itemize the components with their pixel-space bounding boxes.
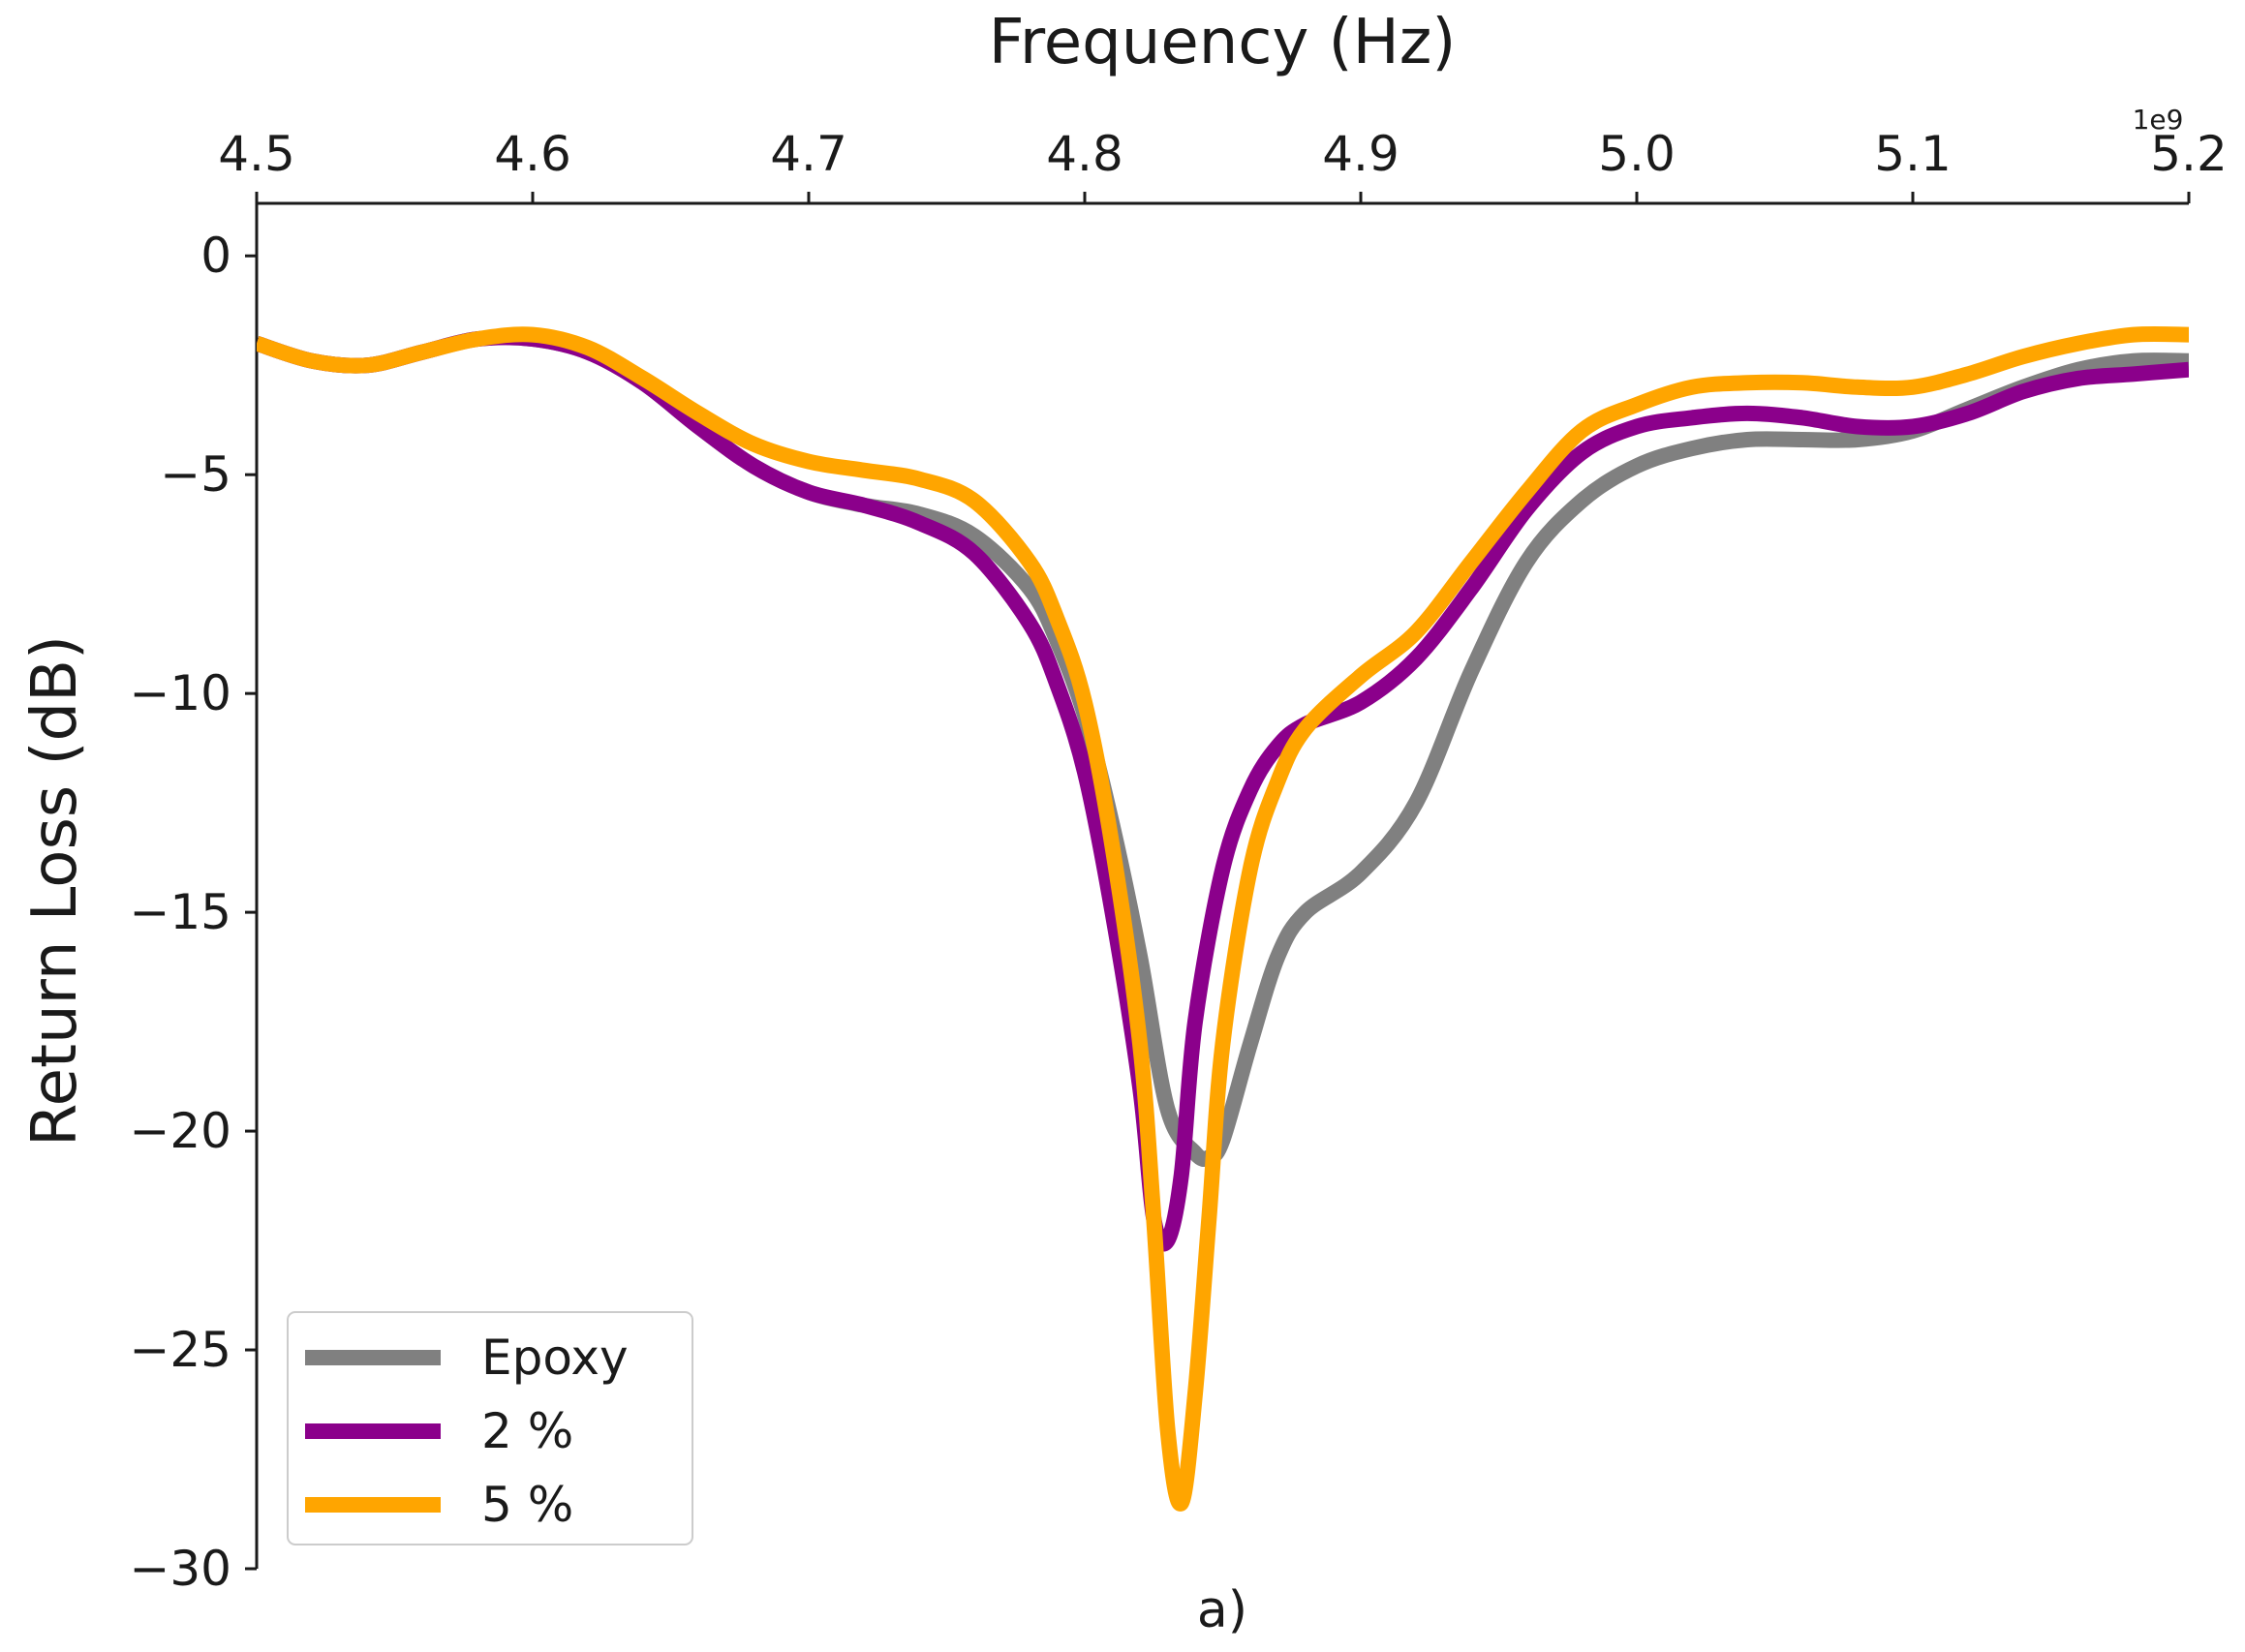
x-axis-title: Frequency (Hz) (989, 7, 1457, 78)
y-tick-label: −5 (160, 446, 231, 503)
y-tick-label: −15 (129, 884, 231, 940)
y-axis-title: Return Loss (dB) (19, 635, 91, 1147)
x-tick-label: 4.9 (1322, 126, 1399, 182)
legend-items: Epoxy 2 % 5 % (305, 1330, 629, 1533)
x-tick-label: 4.6 (494, 126, 571, 182)
y-tick-label: −10 (129, 665, 231, 721)
legend-label: 5 % (481, 1477, 573, 1533)
legend-label: Epoxy (481, 1330, 629, 1386)
x-tick-label: 4.5 (218, 126, 295, 182)
y-tick-label: 0 (200, 228, 231, 284)
x-tick-label: 5.1 (1874, 126, 1952, 182)
figure-caption: a) (1197, 1581, 1247, 1639)
x-tick-label: 5.2 (2150, 126, 2228, 182)
x-tick-label: 4.7 (770, 126, 847, 182)
ticks-layer: 4.5 4.6 4.7 4.8 4.9 5.0 5.1 5.2 0 −5 −10 −15 −20 −25 −… (129, 126, 2227, 1597)
y-tick-label: −25 (129, 1322, 231, 1378)
x-offset-label: 1e9 (2133, 104, 2184, 136)
x-tick-label: 4.8 (1046, 126, 1123, 182)
legend: Epoxy 2 % 5 % (287, 1311, 693, 1545)
x-tick-label: 5.0 (1598, 126, 1676, 182)
series-line-five-percent (257, 325, 2189, 1512)
y-tick-label: −30 (129, 1541, 231, 1597)
legend-label: 2 % (481, 1403, 573, 1459)
series-layer (257, 325, 2189, 1512)
legend-box (287, 1311, 693, 1545)
y-tick-label: −20 (129, 1103, 231, 1159)
